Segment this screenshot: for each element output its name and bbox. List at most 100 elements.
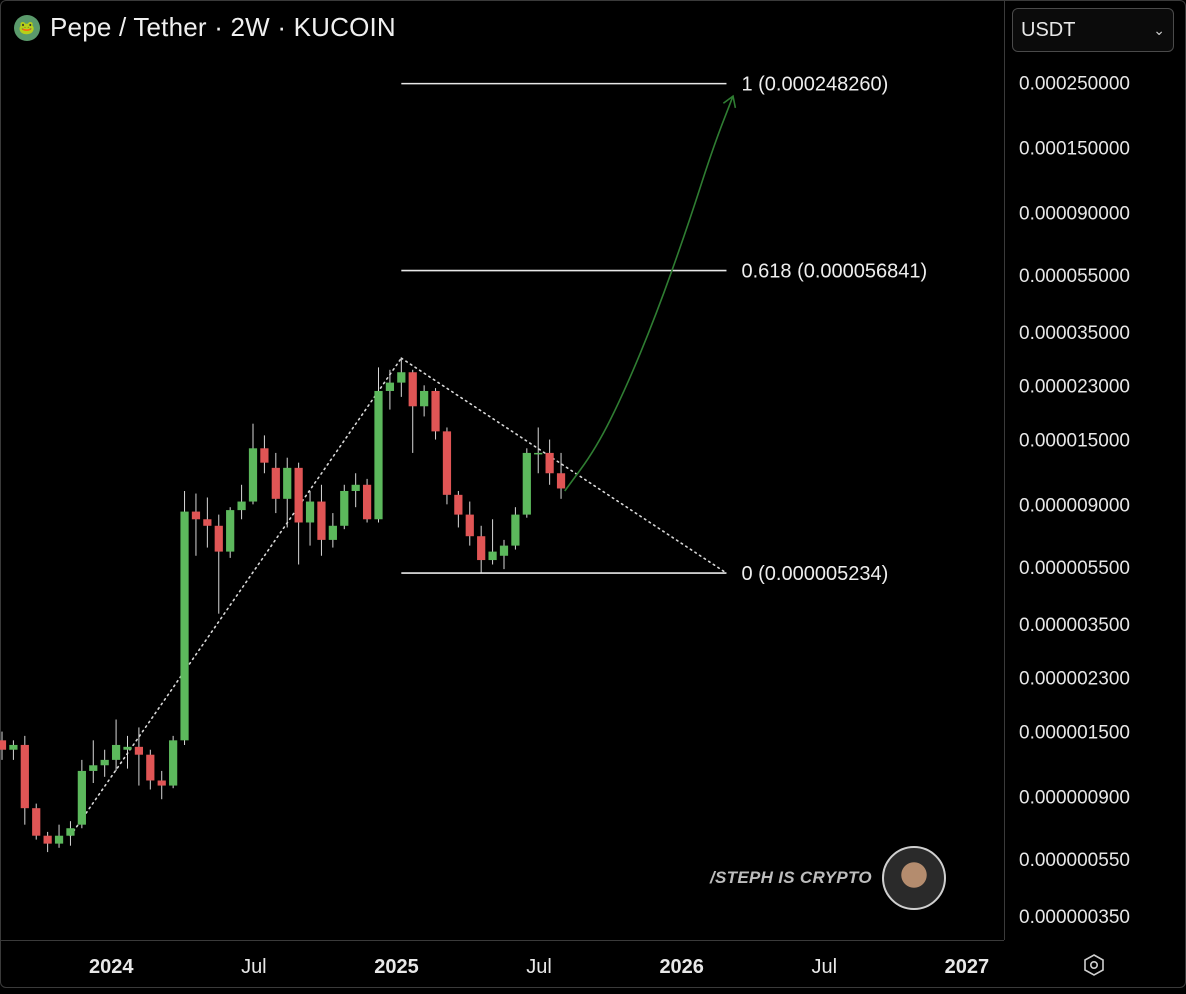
candle-30 bbox=[340, 484, 349, 530]
fib-level-label-2: 0 (0.000005234) bbox=[741, 563, 888, 585]
settings-button[interactable] bbox=[1078, 950, 1110, 980]
candle-body bbox=[351, 484, 360, 491]
price-tick-1: 0.000000550 bbox=[1019, 850, 1130, 871]
candle-20 bbox=[226, 507, 235, 558]
candle-38 bbox=[431, 388, 440, 440]
candle-body bbox=[32, 808, 41, 836]
candle-body bbox=[260, 448, 269, 463]
candle-21 bbox=[237, 484, 246, 520]
candle-29 bbox=[328, 513, 337, 548]
candle-body bbox=[214, 525, 223, 552]
price-tick-7: 0.000009000 bbox=[1019, 495, 1130, 516]
symbol-title[interactable]: Pepe / Tether · 2W · KUCOIN bbox=[50, 12, 396, 42]
time-tick-2: 2025 bbox=[374, 956, 419, 978]
candle-22 bbox=[248, 423, 258, 505]
price-tick-5: 0.000003500 bbox=[1019, 615, 1130, 636]
rising-support-line bbox=[69, 357, 403, 837]
candle-body bbox=[442, 431, 452, 495]
candle-body bbox=[545, 452, 554, 474]
candle-17 bbox=[191, 493, 201, 556]
price-tick-4: 0.000002300 bbox=[1019, 668, 1130, 689]
currency-value: USDT bbox=[1021, 18, 1076, 41]
candle-body bbox=[522, 452, 531, 515]
hexagon-settings-icon bbox=[1084, 954, 1104, 976]
price-axis[interactable]: 0.000000350 0.000000550 0.000000900 0.00000… bbox=[1004, 0, 1186, 940]
time-axis[interactable]: 2024 Jul 2025 Jul 2026 Jul 2027 bbox=[0, 940, 1004, 989]
candle-body bbox=[317, 501, 326, 540]
candle-40 bbox=[454, 490, 463, 528]
candle-body bbox=[54, 835, 64, 844]
candle-body bbox=[488, 551, 497, 561]
chart-header: 🐸 Pepe / Tether · 2W · KUCOIN bbox=[14, 12, 396, 43]
candle-26 bbox=[294, 462, 303, 565]
candle-body bbox=[328, 525, 337, 540]
candle-body bbox=[9, 744, 18, 750]
candle-body bbox=[0, 740, 7, 750]
candle-body bbox=[477, 536, 486, 561]
candle-body bbox=[20, 744, 29, 809]
time-tick-5: Jul bbox=[812, 956, 838, 978]
candle-49 bbox=[556, 452, 566, 499]
candle-9 bbox=[100, 749, 109, 777]
currency-select[interactable]: USDT ⌄ bbox=[1012, 8, 1174, 52]
candle-body bbox=[248, 448, 258, 502]
candle-46 bbox=[522, 448, 531, 518]
candle-body bbox=[283, 467, 292, 499]
pepe-coin-icon: 🐸 bbox=[14, 14, 40, 41]
candle-41 bbox=[465, 501, 474, 546]
candle-body bbox=[237, 501, 246, 511]
candle-28 bbox=[317, 484, 326, 556]
price-axis-labels: 0.000000350 0.000000550 0.000000900 0.00000… bbox=[1019, 14, 1130, 928]
candle-body bbox=[499, 545, 509, 556]
candle-25 bbox=[283, 457, 292, 528]
time-tick-4: 2026 bbox=[659, 956, 704, 978]
candle-body bbox=[43, 835, 52, 844]
candle-body bbox=[157, 780, 166, 786]
candle-10 bbox=[111, 719, 121, 771]
fib-layer: 1 (0.000248260) 0.618 (0.000056841) 0 (0.0… bbox=[401, 74, 927, 585]
candle-3 bbox=[32, 803, 41, 840]
candle-body bbox=[385, 382, 395, 391]
candle-43 bbox=[488, 519, 497, 565]
candle-0 bbox=[0, 731, 7, 760]
candle-45 bbox=[511, 507, 520, 550]
candle-7 bbox=[77, 759, 86, 829]
price-tick-2: 0.000000900 bbox=[1019, 787, 1130, 808]
candle-body bbox=[111, 744, 121, 760]
candle-39 bbox=[442, 427, 452, 505]
candle-body bbox=[226, 510, 235, 552]
watermark-text: /STEPH IS CRYPTO bbox=[710, 868, 872, 887]
candle-47 bbox=[534, 427, 543, 474]
projection-curve bbox=[564, 95, 734, 492]
candle-18 bbox=[203, 497, 212, 548]
candle-body bbox=[294, 467, 303, 523]
candle-23 bbox=[260, 435, 269, 474]
candle-44 bbox=[499, 539, 509, 570]
chevron-down-icon: ⌄ bbox=[1153, 21, 1165, 38]
price-chart[interactable]: 1 (0.000248260) 0.618 (0.000056841) 0 (0.0… bbox=[0, 0, 1004, 940]
time-tick-3: Jul bbox=[526, 956, 552, 978]
descending-resistance-line bbox=[400, 357, 728, 574]
price-tick-3: 0.000001500 bbox=[1019, 723, 1130, 744]
candle-body bbox=[465, 514, 474, 537]
price-tick-12: 0.000090000 bbox=[1019, 203, 1130, 224]
fib-level-label-0: 1 (0.000248260) bbox=[741, 74, 888, 96]
price-tick-9: 0.000023000 bbox=[1019, 376, 1130, 397]
candle-body bbox=[191, 511, 201, 520]
avatar bbox=[881, 846, 946, 910]
price-tick-8: 0.000015000 bbox=[1019, 431, 1130, 452]
candle-body bbox=[408, 372, 417, 407]
candle-19 bbox=[214, 514, 223, 614]
candle-27 bbox=[305, 490, 315, 546]
candle-body bbox=[100, 759, 109, 766]
candle-6 bbox=[66, 821, 75, 846]
fib-level-label-1: 0.618 (0.000056841) bbox=[741, 261, 927, 283]
price-tick-0: 0.000000350 bbox=[1019, 907, 1130, 928]
candle-body bbox=[305, 501, 315, 523]
time-tick-6: 2027 bbox=[945, 956, 990, 978]
candle-36 bbox=[408, 369, 417, 453]
time-axis-labels: 2024 Jul 2025 Jul 2026 Jul 2027 bbox=[89, 956, 990, 978]
candle-body bbox=[420, 390, 429, 407]
candle-body bbox=[66, 828, 75, 836]
candle-body bbox=[134, 746, 144, 755]
